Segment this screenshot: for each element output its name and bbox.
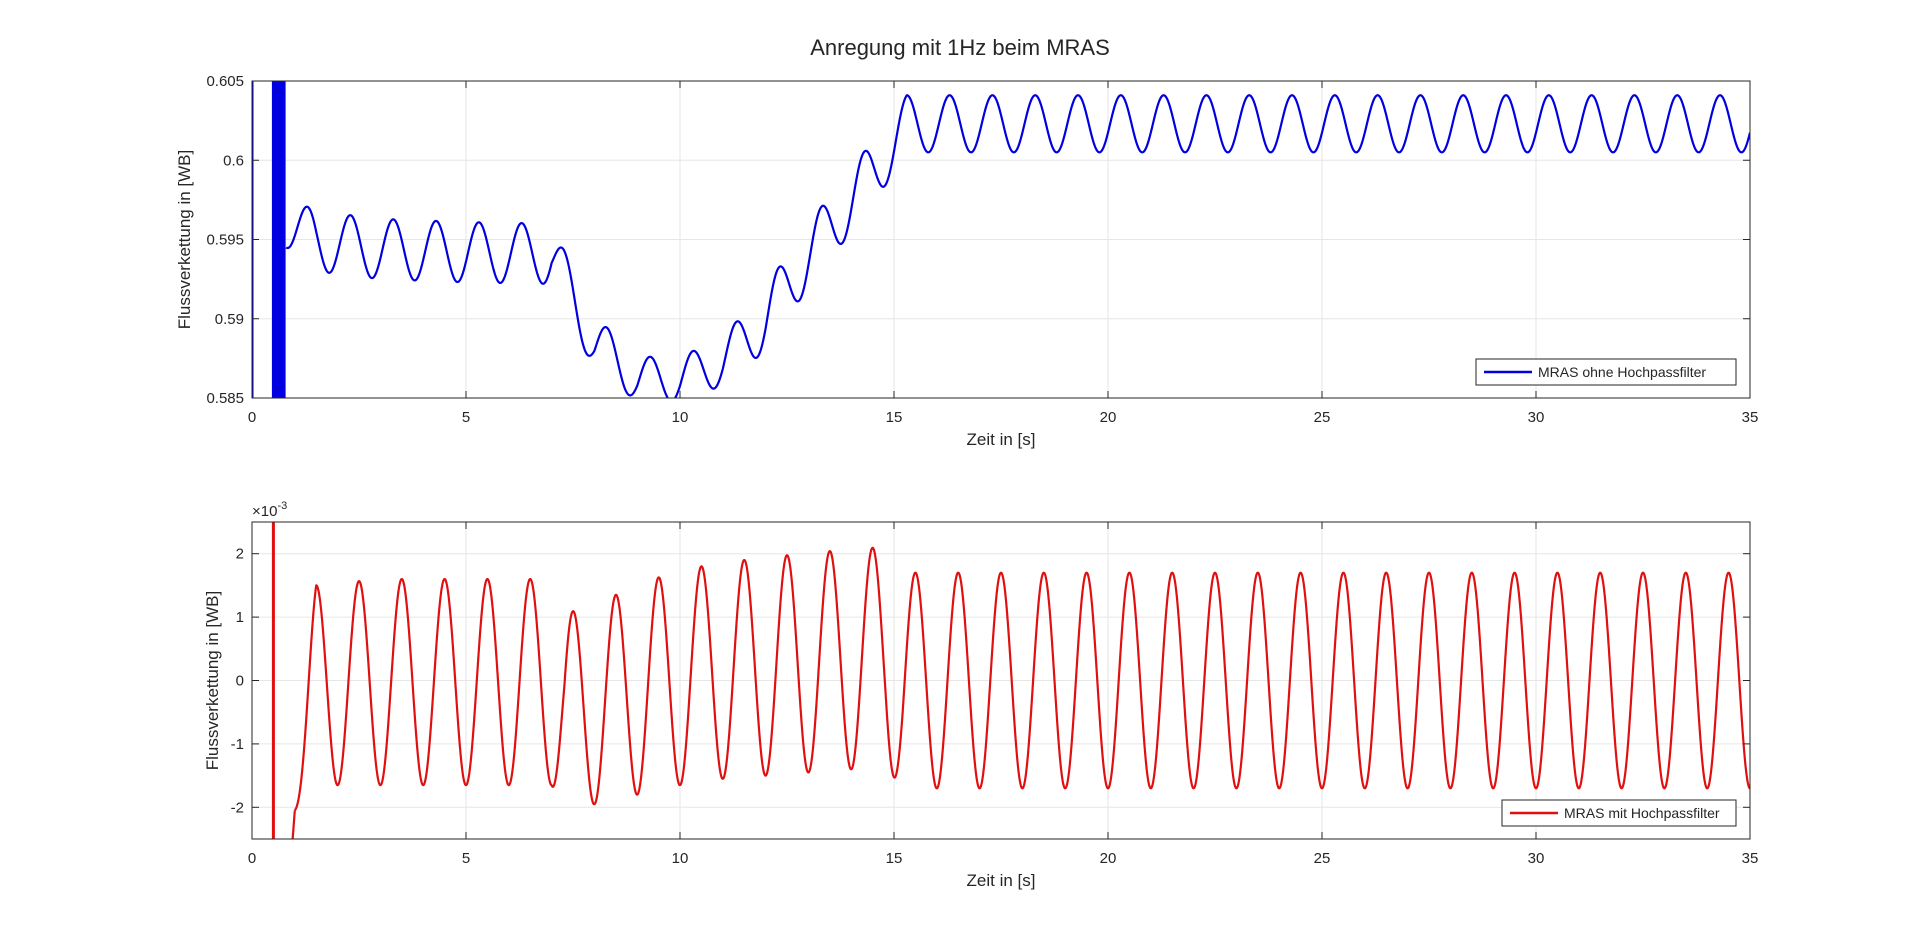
x-tick-label: 10 <box>672 409 689 426</box>
axes-bottom: 0 5 10 15 20 25 30 35 -2 -1 0 1 2 Zeit in [s] Flussv… <box>203 500 1758 890</box>
y-tick-label: 0.595 <box>206 232 244 249</box>
y-tick-label: 0.6 <box>223 152 244 169</box>
y-tick-label: 0.59 <box>215 311 244 328</box>
ticks-top: 0 5 10 15 20 25 30 35 0.585 0.59 0.595 0.6 0.605 <box>206 73 1758 426</box>
y-tick-label: 0 <box>236 673 244 690</box>
x-tick-label: 0 <box>248 409 256 426</box>
x-tick-label: 35 <box>1742 409 1759 426</box>
grid-top <box>251 80 1751 399</box>
x-tick-label: 30 <box>1528 409 1545 426</box>
y-tick-label: 0.605 <box>206 73 244 90</box>
x-tick-label: 20 <box>1100 409 1117 426</box>
y-tick-label: 2 <box>236 546 244 563</box>
y-axis-label-bottom: Flussverkettung in [WB] <box>203 591 222 771</box>
y-tick-label: -1 <box>231 736 244 753</box>
x-tick-label: 5 <box>462 850 470 867</box>
y-axis-label-top: Flussverkettung in [WB] <box>175 150 194 330</box>
x-tick-label: 25 <box>1314 850 1331 867</box>
legend-label-bottom: MRAS mit Hochpassfilter <box>1564 805 1720 821</box>
x-tick-label: 15 <box>886 850 903 867</box>
y-multiplier-exponent: -3 <box>277 500 287 512</box>
x-tick-label: 5 <box>462 409 470 426</box>
startup-transient <box>271 81 286 398</box>
axes-top: 0 5 10 15 20 25 30 35 0.585 0.59 0.595 0.6 0.605 Zei… <box>175 73 1758 449</box>
plot-area-top <box>252 81 1750 398</box>
ticks-bottom: 0 5 10 15 20 25 30 35 -2 -1 0 1 2 <box>231 522 1759 867</box>
x-axis-label-top: Zeit in [s] <box>967 430 1036 449</box>
x-tick-label: 35 <box>1742 850 1759 867</box>
x-tick-label: 25 <box>1314 409 1331 426</box>
series-line <box>293 546 1750 812</box>
legend-bottom: MRAS mit Hochpassfilter <box>1501 799 1737 827</box>
x-tick-label: 15 <box>886 409 903 426</box>
figure-title: Anregung mit 1Hz beim MRAS <box>810 35 1110 60</box>
startup-spike <box>291 810 296 839</box>
y-multiplier-base: ×10 <box>252 503 277 520</box>
x-tick-label: 0 <box>248 850 256 867</box>
legend-label-top: MRAS ohne Hochpassfilter <box>1538 364 1706 380</box>
y-tick-label: -2 <box>231 799 244 816</box>
legend-top: MRAS ohne Hochpassfilter <box>1475 358 1737 386</box>
y-tick-label: 0.585 <box>206 390 244 407</box>
y-multiplier-label: ×10-3 <box>252 500 287 520</box>
x-tick-label: 10 <box>672 850 689 867</box>
x-tick-label: 20 <box>1100 850 1117 867</box>
plot-area-bottom <box>271 522 1750 839</box>
y-tick-label: 1 <box>236 609 244 626</box>
x-tick-label: 30 <box>1528 850 1545 867</box>
x-axis-label-bottom: Zeit in [s] <box>967 871 1036 890</box>
series-line <box>285 94 1750 398</box>
